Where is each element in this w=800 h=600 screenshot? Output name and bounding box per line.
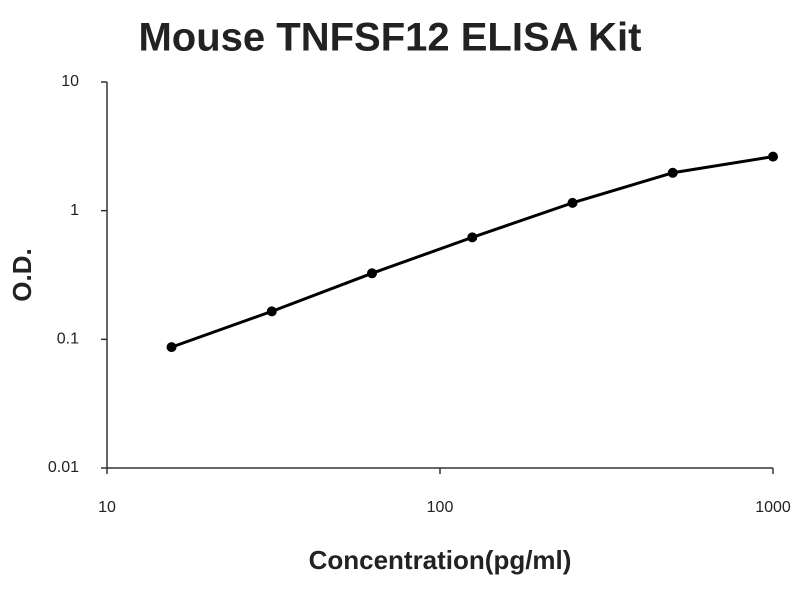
y-tick-label: 10 <box>61 73 79 90</box>
y-axis-label: O.D. <box>7 248 37 301</box>
line <box>171 155 774 349</box>
x-tick-label: 1000 <box>755 499 791 516</box>
marker <box>567 197 578 208</box>
y-tick-label: 1 <box>70 202 79 219</box>
marker <box>667 167 678 178</box>
x-tick-label: 100 <box>427 499 454 516</box>
marker <box>266 306 277 317</box>
marker <box>768 151 778 162</box>
x-axis-label: Concentration(pg/ml) <box>309 545 572 575</box>
marker <box>367 268 378 279</box>
y-tick-label: 0.1 <box>57 331 79 348</box>
marker <box>166 342 177 353</box>
marker <box>467 232 478 243</box>
chart-title: Mouse TNFSF12 ELISA Kit <box>138 16 641 60</box>
y-tick-label: 0.01 <box>48 459 79 476</box>
x-tick-label: 10 <box>98 499 116 516</box>
